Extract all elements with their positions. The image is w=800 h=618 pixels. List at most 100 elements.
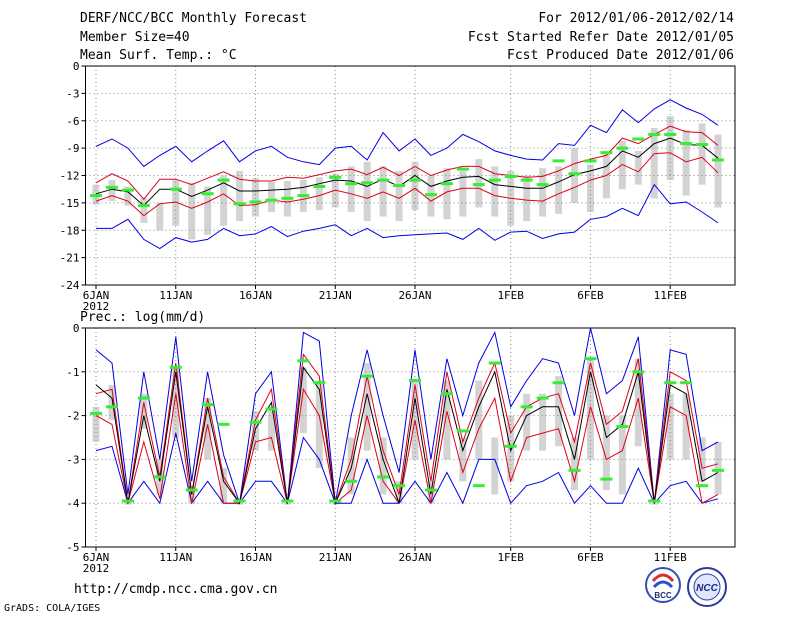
observed-marker bbox=[472, 183, 485, 187]
forecast-produced: Fcst Produced Date 2012/01/06 bbox=[507, 48, 734, 63]
observed-marker bbox=[488, 178, 501, 182]
spread-bar bbox=[443, 168, 451, 220]
forecast-started: Fcst Started Refer Date 2012/01/05 bbox=[467, 30, 734, 45]
member-size: Member Size=40 bbox=[80, 30, 190, 45]
spread-bar bbox=[140, 393, 148, 429]
x-tick-label: 11FEB bbox=[654, 551, 687, 564]
ncc-logo-text: NCC bbox=[696, 583, 718, 594]
x-tick-label: 11JAN bbox=[159, 289, 192, 302]
spread-bar bbox=[682, 393, 690, 460]
spread-bar bbox=[363, 161, 371, 222]
spread-bar bbox=[236, 170, 244, 222]
observed-marker bbox=[377, 475, 390, 479]
x-tick-label: 16JAN bbox=[239, 551, 272, 564]
x-tick-label: 21JAN bbox=[319, 289, 352, 302]
observed-marker bbox=[456, 429, 469, 433]
observed-marker bbox=[121, 499, 134, 503]
ensemble-mean-line bbox=[95, 366, 719, 505]
observed-marker bbox=[568, 172, 581, 176]
observed-marker bbox=[297, 194, 310, 198]
source-url[interactable]: http://cmdp.ncc.cma.gov.cn bbox=[74, 582, 278, 597]
spread-bar bbox=[315, 380, 323, 469]
observed-marker bbox=[201, 403, 214, 407]
observed-marker bbox=[329, 175, 342, 179]
observed-marker bbox=[488, 361, 501, 365]
ensemble-max-line bbox=[95, 327, 719, 504]
std-upper-line bbox=[95, 352, 719, 505]
spread-bar bbox=[634, 150, 642, 185]
spread-bar bbox=[140, 198, 148, 223]
observed-marker bbox=[440, 392, 453, 396]
observed-marker bbox=[313, 381, 326, 385]
observed-marker bbox=[233, 202, 246, 206]
precip-title: Prec.: log(mm/d) bbox=[80, 310, 206, 325]
std-upper-line bbox=[95, 125, 719, 200]
observed-marker bbox=[313, 184, 326, 188]
x-tick-label: 6FEB bbox=[577, 551, 604, 564]
forecast-period: For 2012/01/06-2012/02/14 bbox=[538, 11, 734, 26]
spread-bar bbox=[571, 437, 578, 491]
observed-marker bbox=[217, 178, 230, 182]
y-tick-label: -15 bbox=[60, 197, 80, 210]
observed-marker bbox=[536, 183, 549, 187]
x-tick-label: 26JAN bbox=[398, 551, 431, 564]
ensemble-min-line bbox=[96, 183, 719, 250]
y-tick-label: -3 bbox=[66, 87, 79, 100]
observed-marker bbox=[361, 374, 374, 378]
x-year-label: 2012 bbox=[83, 562, 110, 575]
spread-bar bbox=[602, 415, 610, 491]
observed-marker bbox=[393, 484, 406, 488]
std-lower-line bbox=[95, 387, 719, 505]
spread-bar bbox=[523, 393, 531, 451]
observed-marker bbox=[696, 142, 709, 146]
observed-marker bbox=[329, 499, 342, 503]
observed-marker bbox=[345, 479, 358, 483]
spread-bar bbox=[650, 128, 658, 199]
spread-bar bbox=[379, 437, 387, 495]
observed-marker bbox=[201, 192, 214, 196]
observed-marker bbox=[504, 174, 517, 178]
spread-bar bbox=[586, 164, 594, 212]
y-tick-label: -21 bbox=[60, 252, 80, 265]
spread-bar bbox=[347, 166, 355, 212]
y-tick-label: -4 bbox=[66, 497, 80, 510]
bcc-logo: BCC bbox=[645, 567, 681, 603]
observed-marker bbox=[648, 132, 661, 136]
spread-bar bbox=[395, 170, 403, 222]
spread-bar bbox=[188, 182, 196, 240]
x-year-label: 2012 bbox=[83, 300, 110, 313]
x-tick-label: 6JAN bbox=[83, 289, 110, 302]
observed-marker bbox=[424, 488, 437, 492]
observed-marker bbox=[90, 194, 102, 198]
observed-marker bbox=[680, 142, 693, 146]
y-tick-label: 0 bbox=[73, 322, 80, 335]
observed-marker bbox=[584, 159, 597, 163]
spread-bar bbox=[220, 175, 228, 226]
observed-marker bbox=[600, 477, 613, 481]
spread-bar bbox=[220, 468, 228, 504]
spread-bar bbox=[491, 437, 499, 495]
x-tick-label: 1FEB bbox=[497, 289, 524, 302]
grads-credit: GrADS: COLA/IGES bbox=[4, 603, 101, 614]
plot-frame bbox=[85, 327, 736, 548]
spread-bar bbox=[523, 175, 531, 222]
observed-marker bbox=[536, 396, 549, 400]
observed-marker bbox=[616, 146, 629, 150]
spread-bar bbox=[124, 186, 132, 206]
observed-marker bbox=[345, 182, 358, 186]
spread-bar bbox=[252, 178, 259, 217]
observed-marker bbox=[169, 187, 182, 191]
spread-bar bbox=[108, 180, 116, 202]
spread-bar bbox=[156, 202, 164, 231]
observed-marker bbox=[520, 178, 533, 182]
observed-marker bbox=[105, 405, 118, 409]
spread-bar bbox=[204, 186, 212, 235]
spread-bar bbox=[299, 367, 307, 434]
x-tick-label: 1FEB bbox=[497, 551, 524, 564]
bcc-logo-text: BCC bbox=[654, 591, 672, 600]
observed-marker bbox=[664, 381, 677, 385]
observed-marker bbox=[137, 204, 150, 208]
observed-marker bbox=[185, 488, 198, 492]
